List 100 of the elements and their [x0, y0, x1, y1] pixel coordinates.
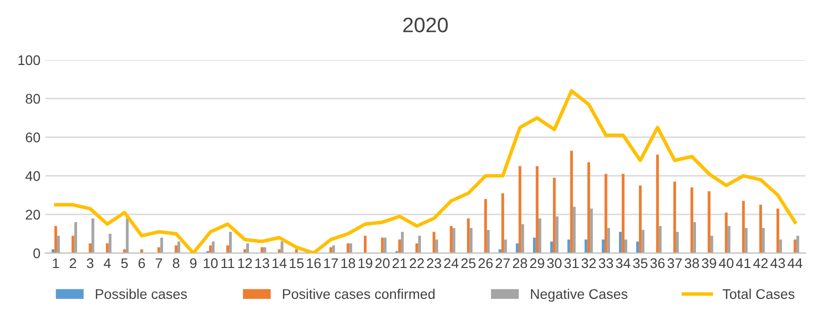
legend-label: Negative Cases	[531, 288, 628, 302]
x-tick-label: 36	[650, 258, 665, 268]
x-tick-label: 9	[190, 258, 196, 268]
y-tick-label: 80	[26, 94, 40, 104]
bar	[174, 245, 178, 254]
bar	[572, 206, 576, 254]
bar	[552, 178, 556, 254]
bar	[498, 249, 502, 254]
bar	[280, 241, 284, 254]
x-tick-label: 17	[324, 258, 338, 268]
bar	[246, 243, 249, 254]
legend-label: Possible cases	[96, 288, 187, 299]
bar	[432, 232, 436, 254]
bar	[724, 212, 728, 254]
bar	[590, 208, 593, 254]
x-tick-label: 23	[426, 258, 442, 268]
x-tick-label: 34	[616, 258, 630, 268]
x-tick-label: 24	[444, 258, 458, 268]
bar	[656, 154, 659, 254]
bar	[260, 247, 264, 254]
bar	[533, 238, 536, 254]
bar	[693, 222, 696, 254]
x-tick-label: 25	[461, 258, 476, 268]
bar	[518, 166, 522, 254]
bar	[742, 200, 745, 254]
x-tick-label: 31	[564, 258, 579, 268]
bar	[504, 240, 507, 254]
x-tick-label: 3	[86, 258, 94, 268]
bar	[587, 162, 590, 254]
bar	[158, 247, 160, 254]
bar	[92, 218, 94, 254]
x-tick-label: 5	[121, 258, 128, 268]
bar	[209, 245, 212, 254]
x-tick-label: 37	[667, 258, 682, 268]
chart-title: 2020	[403, 18, 448, 32]
x-tick-label: 43	[770, 258, 785, 268]
y-tick-label: 60	[26, 132, 40, 142]
bar	[295, 249, 298, 254]
bar	[584, 240, 588, 254]
x-tick-label: 14	[272, 258, 287, 268]
bar	[381, 238, 384, 254]
bar	[484, 199, 487, 254]
x-tick-label: 38	[684, 258, 699, 268]
x-tick-label: 27	[496, 258, 510, 268]
y-tick-label: 40	[25, 171, 40, 181]
bar	[779, 240, 782, 254]
x-tick-label: 30	[547, 258, 562, 268]
x-tick-label: 13	[255, 258, 270, 268]
bar	[418, 236, 421, 254]
bar	[570, 150, 573, 254]
bar	[72, 236, 74, 254]
bar	[346, 243, 350, 254]
x-tick-label: 18	[341, 258, 356, 268]
bar	[470, 228, 472, 254]
x-tick-label: 44	[788, 258, 802, 268]
x-tick-label: 11	[222, 258, 234, 268]
bar	[52, 249, 54, 254]
x-tick-label: 41	[736, 258, 751, 268]
bar	[123, 249, 126, 254]
x-tick-label: 28	[512, 258, 528, 268]
bar	[550, 241, 553, 254]
x-tick-label: 4	[104, 258, 111, 268]
bar	[690, 187, 694, 254]
bar	[74, 222, 78, 254]
bar	[556, 216, 558, 254]
bar	[501, 193, 504, 254]
bar	[636, 241, 639, 254]
x-tick-label: 42	[753, 258, 768, 268]
x-tick-label: 32	[582, 258, 596, 268]
bar	[57, 236, 60, 254]
legend-label: Positive cases confirmed	[282, 288, 435, 299]
x-tick-label: 22	[410, 258, 424, 268]
bar	[708, 191, 710, 254]
bar	[638, 185, 642, 254]
x-tick-label: 35	[633, 258, 648, 268]
bar	[604, 174, 608, 254]
line-series	[54, 89, 797, 254]
bar	[622, 174, 624, 254]
x-tick-label: 40	[718, 258, 734, 268]
x-tick-label: 26	[478, 258, 493, 268]
x-tick-label: 20	[375, 258, 390, 268]
bar	[794, 240, 796, 254]
bar	[762, 228, 765, 254]
bar	[776, 208, 780, 254]
x-tick-label: 21	[392, 258, 407, 268]
x-tick-label: 1	[52, 258, 59, 268]
x-tick-label: 39	[702, 258, 716, 268]
bar	[332, 245, 335, 254]
bar	[452, 228, 456, 254]
x-tick-label: 10	[204, 258, 218, 268]
x-tick-label: 7	[156, 258, 162, 268]
y-tick-label: 20	[26, 210, 40, 220]
bar	[108, 234, 112, 254]
x-tick-label: 29	[530, 258, 544, 268]
bar	[676, 232, 679, 254]
y-tick-label: 0	[33, 248, 40, 258]
x-tick-label: 33	[598, 258, 614, 268]
bar	[642, 230, 644, 254]
x-tick-label: 2	[70, 258, 76, 268]
x-tick-label: 15	[290, 258, 304, 268]
